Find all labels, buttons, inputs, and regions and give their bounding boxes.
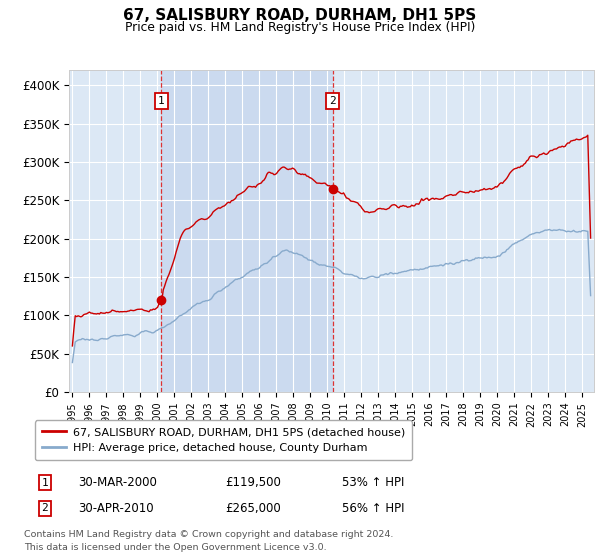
Text: 30-APR-2010: 30-APR-2010: [78, 502, 154, 515]
Text: This data is licensed under the Open Government Licence v3.0.: This data is licensed under the Open Gov…: [24, 543, 326, 552]
Text: Price paid vs. HM Land Registry's House Price Index (HPI): Price paid vs. HM Land Registry's House …: [125, 21, 475, 34]
Legend: 67, SALISBURY ROAD, DURHAM, DH1 5PS (detached house), HPI: Average price, detach: 67, SALISBURY ROAD, DURHAM, DH1 5PS (det…: [35, 421, 412, 460]
Text: 2: 2: [329, 96, 336, 106]
Text: 1: 1: [41, 478, 49, 488]
Text: 30-MAR-2000: 30-MAR-2000: [78, 476, 157, 489]
Text: 53% ↑ HPI: 53% ↑ HPI: [342, 476, 404, 489]
Text: £265,000: £265,000: [225, 502, 281, 515]
Text: 1: 1: [158, 96, 165, 106]
Text: £119,500: £119,500: [225, 476, 281, 489]
Text: Contains HM Land Registry data © Crown copyright and database right 2024.: Contains HM Land Registry data © Crown c…: [24, 530, 394, 539]
Bar: [161, 70, 333, 392]
Text: 2: 2: [41, 503, 49, 514]
Text: 56% ↑ HPI: 56% ↑ HPI: [342, 502, 404, 515]
Text: 67, SALISBURY ROAD, DURHAM, DH1 5PS: 67, SALISBURY ROAD, DURHAM, DH1 5PS: [124, 8, 476, 24]
